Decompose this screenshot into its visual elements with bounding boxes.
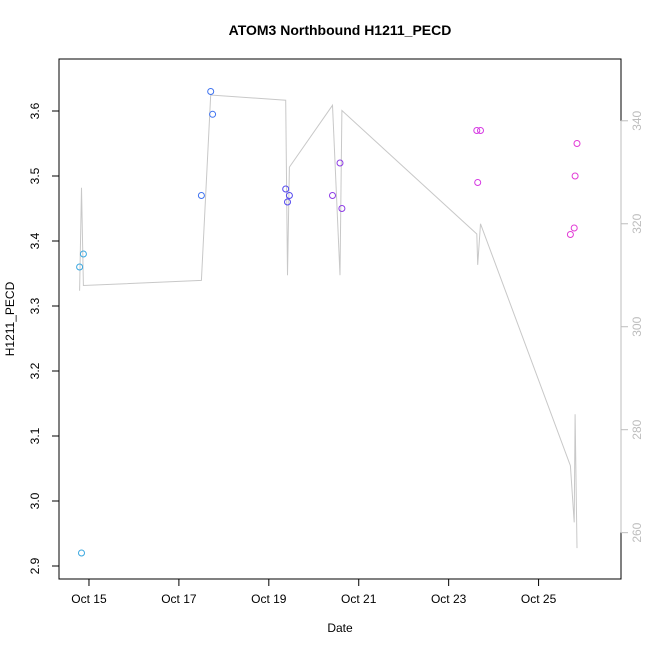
y-axis-label: H1211_PECD: [3, 281, 17, 356]
y-left-tick-label: 3.4: [28, 232, 42, 249]
points-layer: [76, 88, 581, 557]
y-left-tick-label: 2.9: [28, 557, 42, 574]
y-left-tick-label: 3.1: [28, 427, 42, 444]
data-point: [197, 192, 205, 199]
y-right-tick-label: 260: [630, 522, 644, 542]
right-axis-line-series: [79, 94, 578, 549]
y-right-tick-label: 300: [630, 316, 644, 336]
data-point: [282, 185, 290, 193]
x-axis-label: Date: [327, 621, 353, 635]
data-point: [207, 88, 215, 95]
data-point: [285, 192, 293, 199]
x-tick-label: Oct 15: [71, 592, 107, 606]
line-series-layer: [79, 94, 578, 549]
data-point: [209, 110, 217, 118]
data-point: [477, 127, 484, 134]
data-point: [76, 263, 84, 271]
plot-frame: [58, 58, 622, 580]
y-left-tick-label: 3.2: [28, 362, 42, 379]
y-left-tick-label: 3.0: [28, 492, 42, 509]
y-right-tick-label: 340: [630, 110, 644, 130]
y-axis-left: 2.9 3.0 3.1 3.2 3.3 3.4 3.5 3.6: [28, 102, 60, 574]
data-point: [573, 140, 581, 147]
x-tick-label: Oct 21: [341, 592, 377, 606]
data-point: [338, 205, 346, 212]
y-left-tick-label: 3.6: [28, 102, 42, 119]
x-tick-label: Oct 23: [431, 592, 467, 606]
data-point: [329, 192, 336, 199]
y-right-tick-label: 320: [630, 213, 644, 233]
x-tick-label: Oct 17: [161, 592, 197, 606]
data-point: [566, 231, 574, 238]
data-point: [79, 250, 87, 258]
data-point: [570, 224, 578, 232]
chart-title: ATOM3 Northbound H1211_PECD: [229, 22, 452, 38]
y-axis-right: 260 280 300 320 340: [620, 110, 644, 543]
data-point: [474, 179, 482, 186]
data-point: [78, 549, 85, 557]
x-tick-label: Oct 25: [521, 592, 557, 606]
data-point: [284, 198, 291, 206]
y-left-tick-label: 3.3: [28, 297, 42, 314]
data-point: [473, 127, 481, 134]
y-left-tick-label: 3.5: [28, 167, 42, 184]
y-right-tick-label: 280: [630, 419, 644, 439]
x-tick-label: Oct 19: [251, 592, 287, 606]
data-point: [571, 172, 579, 180]
x-axis: Oct 15 Oct 17 Oct 19 Oct 21 Oct 23 Oct 25: [71, 578, 557, 606]
data-point: [336, 159, 344, 167]
